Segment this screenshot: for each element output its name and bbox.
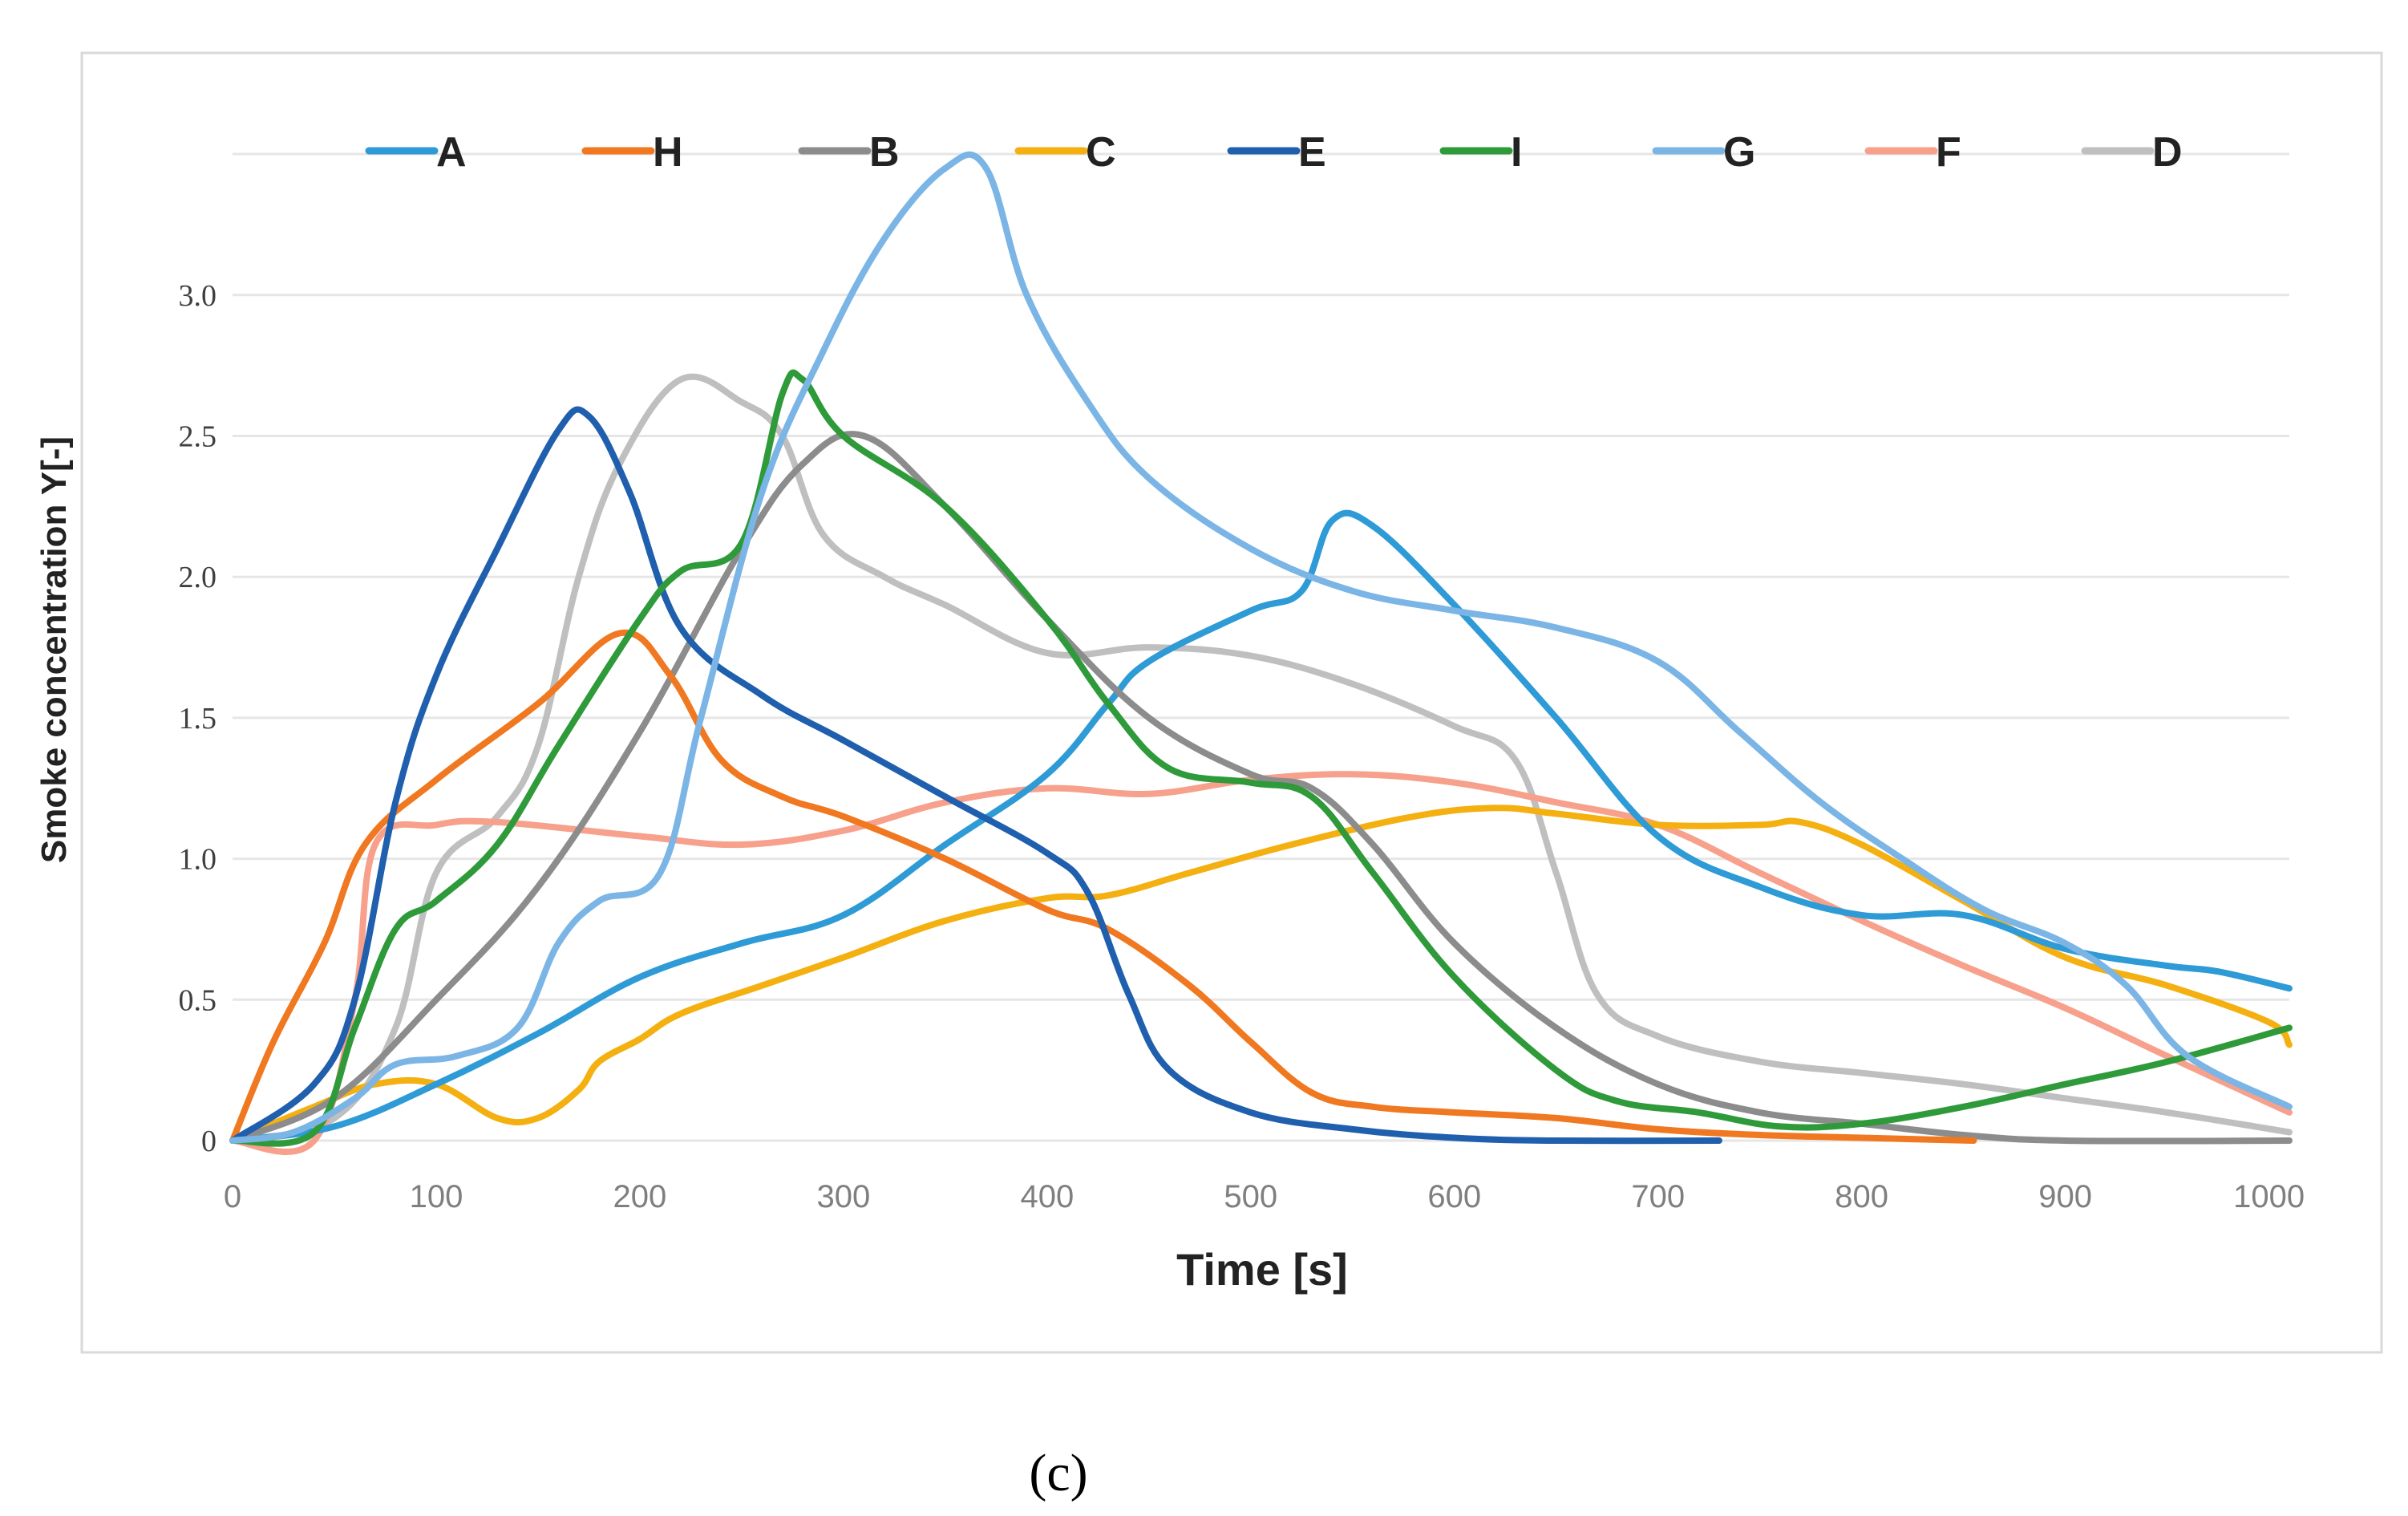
- series-line-b: [229, 431, 2293, 1145]
- y-tick-label: 0.5: [179, 983, 217, 1017]
- x-tick-label: 200: [613, 1179, 667, 1214]
- legend-label-a: A: [436, 129, 467, 176]
- series-layer: [229, 151, 2293, 1156]
- y-tick-label: 2.0: [179, 561, 217, 594]
- x-tick-label: 600: [1427, 1179, 1481, 1214]
- x-axis-title: Time [s]: [1176, 1244, 1348, 1295]
- legend-label-f: F: [1936, 129, 1961, 176]
- series-line-i: [229, 369, 2293, 1147]
- legend-label-h: H: [653, 129, 683, 176]
- series-line-g: [229, 151, 2293, 1144]
- y-tick-labels: 0 0.5 1.0 1.5 2.0 2.5 3.0: [179, 279, 217, 1158]
- x-tick-labels: 0 100 200 300 400 500 600 700 800 900 1000: [224, 1179, 2305, 1214]
- x-tick-label: 800: [1835, 1179, 1888, 1214]
- figure-caption: (c): [1029, 1444, 1087, 1502]
- y-axis-title: Smoke concentration Y[-]: [34, 436, 74, 863]
- series-line-f: [229, 771, 2293, 1156]
- legend-label-b: B: [869, 129, 900, 176]
- x-tick-label: 0: [224, 1179, 241, 1214]
- legend-label-e: E: [1298, 129, 1326, 176]
- legend-label-g: G: [1723, 129, 1755, 176]
- series-line-h: [229, 629, 1977, 1144]
- x-tick-label: 400: [1020, 1179, 1074, 1214]
- series-line-d: [229, 373, 2293, 1144]
- x-tick-label: 900: [2038, 1179, 2092, 1214]
- legend-label-i: I: [1511, 129, 1522, 176]
- series-line-c: [229, 805, 2293, 1144]
- x-tick-label: 1000: [2233, 1179, 2305, 1214]
- y-tick-label: 0: [201, 1125, 217, 1158]
- legend-label-d: D: [2152, 129, 2183, 176]
- x-tick-label: 100: [410, 1179, 463, 1214]
- x-tick-label: 500: [1224, 1179, 1277, 1214]
- x-tick-label: 300: [817, 1179, 871, 1214]
- legend-label-c: C: [1086, 129, 1116, 176]
- series-line-a: [229, 509, 2293, 1144]
- y-tick-label: 2.5: [179, 420, 217, 454]
- y-tick-label: 1.5: [179, 702, 217, 736]
- y-tick-label: 1.0: [179, 843, 217, 877]
- x-tick-label: 700: [1631, 1179, 1685, 1214]
- y-tick-label: 3.0: [179, 279, 217, 313]
- series-line-e: [229, 406, 1722, 1145]
